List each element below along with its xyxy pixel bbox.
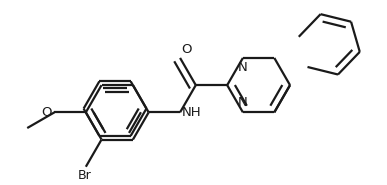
Text: N: N	[238, 96, 248, 109]
Text: N: N	[237, 61, 247, 74]
Text: NH: NH	[182, 106, 201, 119]
Text: O: O	[41, 106, 52, 119]
Text: O: O	[182, 43, 192, 56]
Text: Br: Br	[78, 169, 92, 182]
